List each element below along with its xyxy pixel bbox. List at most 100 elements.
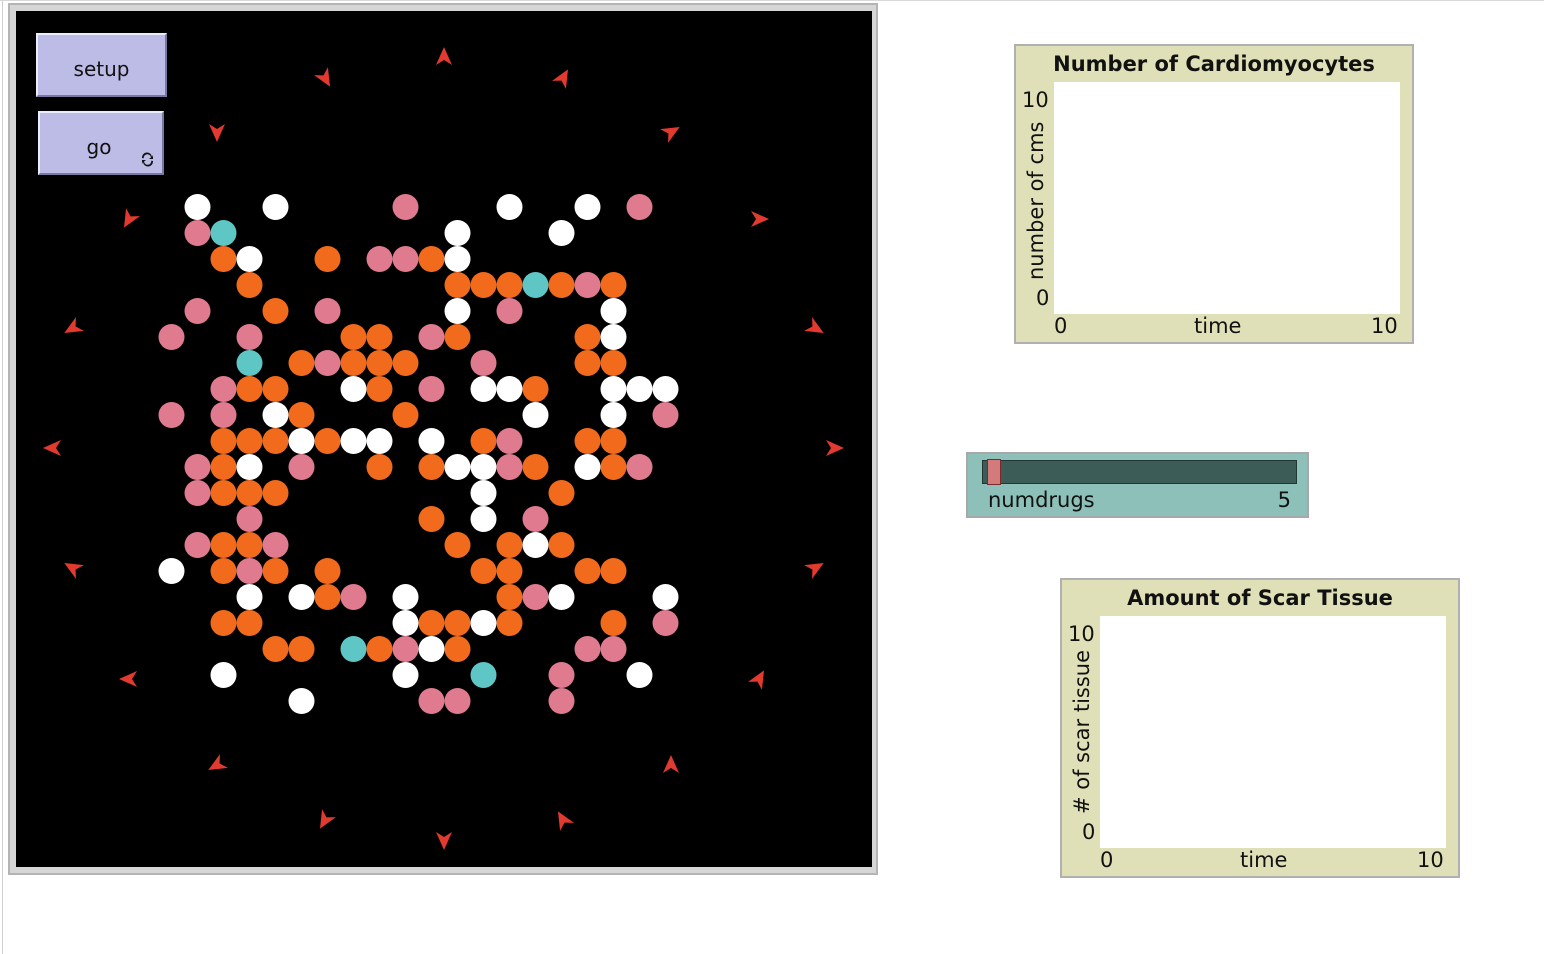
white-cell	[158, 558, 185, 584]
pink-cell	[314, 298, 341, 324]
pink-cell	[392, 636, 419, 662]
white-cell	[600, 376, 627, 402]
white-cell	[548, 584, 575, 610]
orange-cell	[236, 428, 263, 454]
drug-arrow	[209, 124, 225, 142]
white-cell	[288, 428, 315, 454]
orange-cell	[522, 454, 549, 480]
pink-cell	[184, 220, 211, 246]
orange-cell	[444, 532, 471, 558]
orange-cell	[418, 610, 445, 636]
y-max-tick: 10	[1022, 88, 1049, 112]
orange-cell	[236, 272, 263, 298]
x-max-tick: 10	[1417, 848, 1444, 872]
white-cell	[600, 298, 627, 324]
pink-cell	[418, 376, 445, 402]
orange-cell	[314, 558, 341, 584]
orange-cell	[288, 636, 315, 662]
world-canvas	[43, 47, 844, 850]
plot-area	[1100, 616, 1446, 848]
orange-cell	[496, 584, 523, 610]
drug-arrow	[804, 317, 824, 333]
orange-cell	[366, 350, 393, 376]
drug-arrow	[64, 563, 84, 579]
pink-cell	[288, 454, 315, 480]
orange-cell	[366, 376, 393, 402]
pink-cell	[236, 324, 263, 350]
orange-cell	[496, 610, 523, 636]
white-cell	[470, 610, 497, 636]
orange-cell	[574, 324, 601, 350]
orange-cell	[548, 480, 575, 506]
slider-thumb[interactable]	[987, 459, 1001, 485]
orange-cell	[340, 350, 367, 376]
orange-cell	[548, 532, 575, 558]
orange-cell	[522, 376, 549, 402]
white-cell	[652, 584, 679, 610]
pink-cell	[158, 324, 185, 350]
white-cell	[236, 246, 263, 272]
white-cell	[496, 194, 523, 220]
white-cell	[392, 584, 419, 610]
white-cell	[340, 376, 367, 402]
pink-cell	[626, 454, 653, 480]
pink-cell	[340, 584, 367, 610]
white-cell	[340, 428, 367, 454]
orange-cell	[314, 584, 341, 610]
orange-cell	[210, 454, 237, 480]
white-cell	[522, 532, 549, 558]
drug-arrow	[436, 47, 452, 65]
white-cell	[548, 220, 575, 246]
white-cell	[626, 662, 653, 688]
orange-cell	[470, 428, 497, 454]
orange-cell	[236, 610, 263, 636]
pink-cell	[236, 558, 263, 584]
pink-cell	[626, 194, 653, 220]
orange-cell	[236, 480, 263, 506]
pink-cell	[548, 662, 575, 688]
drug-arrow	[660, 127, 680, 143]
orange-cell	[600, 610, 627, 636]
white-cell	[522, 402, 549, 428]
orange-cell	[262, 376, 289, 402]
pink-cell	[652, 402, 679, 428]
orange-cell	[210, 246, 237, 272]
white-cell	[262, 402, 289, 428]
orange-cell	[340, 324, 367, 350]
numdrugs-slider[interactable]: numdrugs 5	[966, 452, 1309, 518]
pink-cell	[262, 532, 289, 558]
pink-cell	[496, 428, 523, 454]
drug-arrow	[436, 832, 452, 850]
drug-arrow	[320, 809, 336, 829]
cyan-cell	[210, 220, 237, 246]
plot-title: Amount of Scar Tissue	[1127, 586, 1393, 610]
pink-cell	[574, 272, 601, 298]
cyan-cell	[470, 662, 497, 688]
x-min-tick: 0	[1054, 314, 1068, 338]
orange-cell	[210, 610, 237, 636]
orange-cell	[470, 272, 497, 298]
top-divider	[0, 0, 1544, 1]
slider-value: 5	[1277, 488, 1291, 512]
white-cell	[574, 454, 601, 480]
orange-cell	[496, 272, 523, 298]
orange-cell	[392, 350, 419, 376]
pink-cell	[574, 636, 601, 662]
y-axis-label: # of scar tissue	[1070, 649, 1094, 814]
y-axis-label: number of cms	[1024, 121, 1048, 281]
pink-cell	[184, 298, 211, 324]
go-button[interactable]: go	[38, 111, 164, 175]
pink-cell	[496, 298, 523, 324]
white-cell	[444, 298, 471, 324]
setup-button[interactable]: setup	[36, 33, 167, 97]
slider-track[interactable]	[982, 460, 1297, 484]
orange-cell	[288, 350, 315, 376]
pink-cell	[210, 376, 237, 402]
orange-cell	[210, 480, 237, 506]
pink-cell	[418, 688, 445, 714]
pink-cell	[158, 402, 185, 428]
drug-arrow	[314, 67, 330, 87]
pink-cell	[652, 610, 679, 636]
scar-tissue-plot: Amount of Scar Tissue # of scar tissue 1…	[1060, 578, 1460, 878]
orange-cell	[444, 272, 471, 298]
